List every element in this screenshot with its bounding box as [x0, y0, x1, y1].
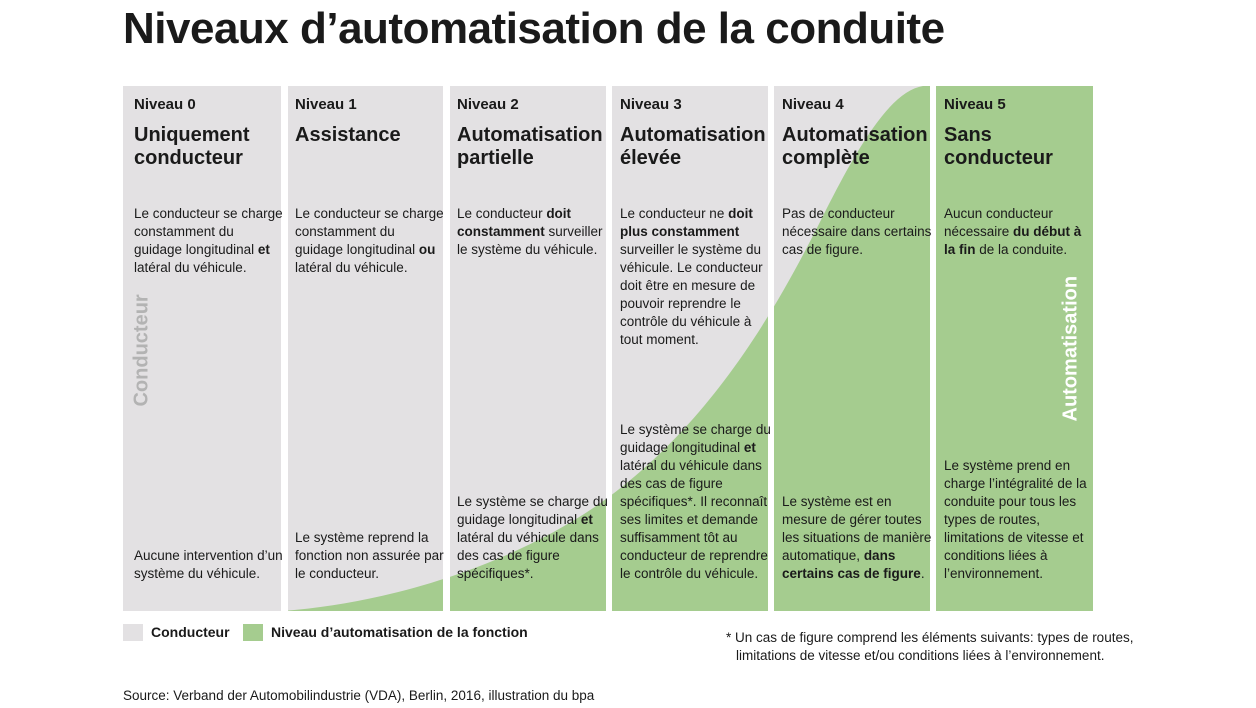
level-number: Niveau 0 [134, 96, 196, 113]
driver-description: Le conducteur doit constamment surveille… [457, 206, 603, 257]
level-3-column: Niveau 3 Automatisation élevée Le conduct… [609, 86, 771, 611]
level-title: Uniquement conducteur [134, 124, 250, 169]
level-5-column: Niveau 5 Sans conducteur Aucun conducteur… [933, 86, 1091, 611]
system-description: Le système se charge du guidage longitud… [620, 422, 771, 581]
level-title: Sans conducteur [944, 124, 1053, 169]
system-description: Le système est en mesure de gérer toutes… [782, 494, 932, 581]
level-number: Niveau 3 [620, 96, 682, 113]
level-number: Niveau 2 [457, 96, 519, 113]
level-title: Automatisation élevée [620, 124, 766, 169]
automation-area [123, 86, 1093, 611]
system-description: Aucune intervention d’un système du véhi… [134, 548, 283, 581]
automation-levels-diagram: Conducteur Automatisation Niveau 0 Uniqu… [123, 86, 1093, 611]
level-2-column: Niveau 2 Automatisation partielle Le cond… [446, 86, 608, 611]
level-0-column: Niveau 0 Uniquement conducteur Le conduct… [123, 86, 283, 611]
source-credit: Source: Verband der Automobilindustrie (… [123, 688, 595, 703]
level-number: Niveau 5 [944, 96, 1006, 113]
system-description: Le système se charge du guidage longitud… [457, 494, 608, 581]
legend-automation-swatch [243, 624, 263, 641]
driver-description: Le conducteur ne doit plus constamment s… [620, 206, 763, 347]
level-1-column: Niveau 1 Assistance Le conducteur se cha… [284, 86, 444, 611]
driver-description: Le conducteur se charge constamment du g… [295, 206, 444, 275]
page-title: Niveaux d’automatisation de la conduite [123, 4, 945, 53]
legend-automation-label: Niveau d’automatisation de la fonction [271, 624, 528, 640]
level-title: Automatisation complète [782, 124, 928, 169]
level-title: Assistance [295, 124, 401, 146]
level-title: Automatisation partielle [457, 124, 603, 169]
footnote: * Un cas de figure comprend les éléments… [726, 630, 1134, 663]
legend-driver-swatch [123, 624, 143, 641]
system-description: Le système prend en charge l’intégralité… [944, 458, 1087, 581]
driver-description: Le conducteur se charge constamment du g… [134, 206, 283, 275]
level-number: Niveau 4 [782, 96, 844, 113]
driver-description: Pas de conducteur nécessaire dans certai… [782, 206, 932, 257]
legend-driver-label: Conducteur [151, 624, 230, 640]
driver-description: Aucun conducteur nécessaire du début à l… [944, 206, 1082, 257]
level-number: Niveau 1 [295, 96, 357, 113]
level-4-column: Niveau 4 Automatisation complète Pas de c… [771, 86, 932, 611]
system-description: Le système reprend la fonction non assur… [295, 530, 444, 581]
